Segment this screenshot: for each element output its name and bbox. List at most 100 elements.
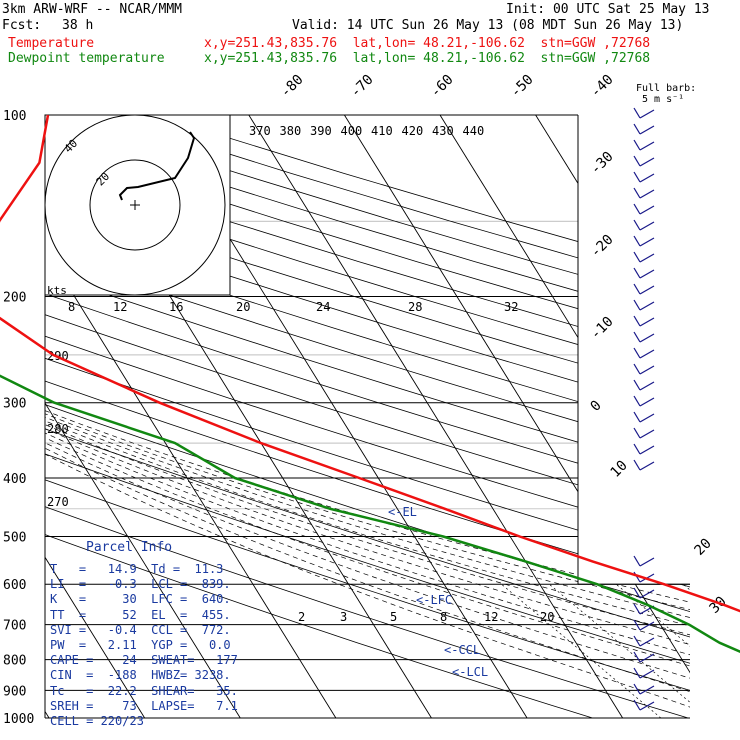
wind-barb-flag xyxy=(633,411,641,423)
mixing-ratio-line xyxy=(549,583,690,718)
mixing-ratio-label: 5 xyxy=(390,610,397,624)
dry-adiabat-label: 400 xyxy=(341,124,363,138)
wind-barb-flag xyxy=(633,331,641,343)
mixing-ratio-label: 3 xyxy=(340,610,347,624)
hodograph-speed-label: 12 xyxy=(113,300,127,314)
wind-barb-flag xyxy=(633,187,641,199)
moist-adiabat-line xyxy=(45,296,690,718)
wind-barb-flag xyxy=(633,667,641,679)
parcel-info-row: T = 14.9 Td = 11.3 xyxy=(50,562,224,576)
parcel-info-title: Parcel Info xyxy=(86,540,173,555)
wind-barb-flag xyxy=(633,235,641,247)
wind-barb-flag xyxy=(633,635,641,647)
pressure-tick-label: 600 xyxy=(3,578,26,593)
wind-barb xyxy=(633,283,655,295)
wind-barb xyxy=(633,395,655,407)
wind-barb xyxy=(633,299,655,311)
isotherm-line xyxy=(727,115,740,718)
isotherm-label: 10 xyxy=(608,458,631,481)
wind-barb-shaft xyxy=(639,189,655,199)
moist-adiabat-line xyxy=(45,296,690,718)
wind-barb-flag xyxy=(633,379,641,391)
wind-barb-shaft xyxy=(639,221,655,231)
wind-barb xyxy=(633,555,655,567)
wind-barb-shaft xyxy=(639,589,655,599)
moist-adiabat-line xyxy=(45,296,690,718)
moist-adiabat-line xyxy=(45,296,690,718)
wind-barb xyxy=(633,331,655,343)
wind-barb xyxy=(633,203,655,215)
wind-barb xyxy=(633,411,655,423)
wind-barb-flag xyxy=(633,427,641,439)
parcel-info-row: SREH = 73 LAPSE= 7.1 xyxy=(50,698,238,713)
dry-adiabat-line xyxy=(45,115,690,718)
forecast-hour: 38 h xyxy=(62,18,94,33)
moist-adiabat-line xyxy=(45,296,690,718)
parcel-info-row: PW = 2.11 YGP = 0.0 xyxy=(50,638,231,652)
wind-barb-shaft xyxy=(639,429,655,439)
wind-barb-shaft xyxy=(639,253,655,263)
dry-adiabat-label: 390 xyxy=(310,124,332,138)
dewpoint-legend-label: Dewpoint temperature xyxy=(8,51,165,66)
wind-barb-shaft xyxy=(639,701,655,711)
barb-legend-title: Full barb: xyxy=(636,83,697,94)
moist-adiabat-line xyxy=(45,296,690,718)
dry-adiabat-label: 410 xyxy=(371,124,393,138)
wind-barb-flag xyxy=(633,283,641,295)
wind-barb xyxy=(633,443,655,455)
pressure-tick-label: 300 xyxy=(3,397,26,412)
wind-barb-flag xyxy=(633,443,641,455)
wind-barb-flag xyxy=(633,107,641,119)
isotherm-label: -50 xyxy=(508,72,537,101)
isotherm-label: 20 xyxy=(692,536,715,559)
wind-barb-flag xyxy=(633,699,641,711)
hodograph-speed-label: 16 xyxy=(169,300,183,314)
wind-barb-shaft xyxy=(639,333,655,343)
wind-barb-flag xyxy=(633,395,641,407)
pressure-tick-label: 900 xyxy=(3,684,26,699)
isotherm-line xyxy=(630,115,690,718)
pressure-tick-label: 700 xyxy=(3,619,26,634)
wind-barb-shaft xyxy=(639,157,655,167)
wind-barb-shaft xyxy=(639,461,655,471)
wind-barb xyxy=(633,139,655,151)
wind-barb xyxy=(633,635,655,647)
dry-adiabat-line xyxy=(45,115,690,718)
wind-barb-shaft xyxy=(639,269,655,279)
hodograph-ring-40 xyxy=(44,114,226,296)
wind-barb xyxy=(633,619,655,631)
dewpoint-station-info: x,y=251.43,835.76 lat,lon= 48.21,-106.62… xyxy=(204,51,651,66)
wind-barb-shaft xyxy=(639,349,655,359)
temperature-profile xyxy=(0,114,740,613)
wind-barb xyxy=(633,683,655,695)
parcel-info-row: Tc = 22.2 SHEAR= 35. xyxy=(50,683,238,698)
dry-adiabat-line xyxy=(45,115,690,718)
wind-barb-shaft xyxy=(639,125,655,135)
wind-barb-shaft xyxy=(639,141,655,151)
dry-adiabat-line xyxy=(45,115,690,718)
wind-barb xyxy=(633,155,655,167)
wind-barb-flag xyxy=(633,603,641,615)
forecast-label: Fcst: xyxy=(2,18,42,33)
wind-barb-shaft xyxy=(639,205,655,215)
dry-adiabat-line xyxy=(45,115,690,718)
wind-barb xyxy=(633,107,655,119)
wind-barb-flag xyxy=(633,363,641,375)
wind-barb-flag xyxy=(633,459,641,471)
isotherm-line xyxy=(45,115,241,718)
pressure-tick-label: 100 xyxy=(3,109,26,124)
dry-adiabat-line xyxy=(154,115,690,718)
pressure-tick-label: 500 xyxy=(3,530,26,545)
wind-barb-shaft xyxy=(639,669,655,679)
wind-barb xyxy=(633,267,655,279)
valid-time: Valid: 14 UTC Sun 26 May 13 (08 MDT Sun … xyxy=(292,18,684,33)
hodograph-speed-label: 32 xyxy=(504,300,518,314)
wind-barb-flag xyxy=(633,683,641,695)
wind-barb-flag xyxy=(633,315,641,327)
wind-barb xyxy=(633,171,655,183)
wind-barb xyxy=(633,123,655,135)
dry-adiabat-label: 430 xyxy=(432,124,454,138)
wind-barb-flag xyxy=(633,123,641,135)
wind-barb-flag xyxy=(633,555,641,567)
